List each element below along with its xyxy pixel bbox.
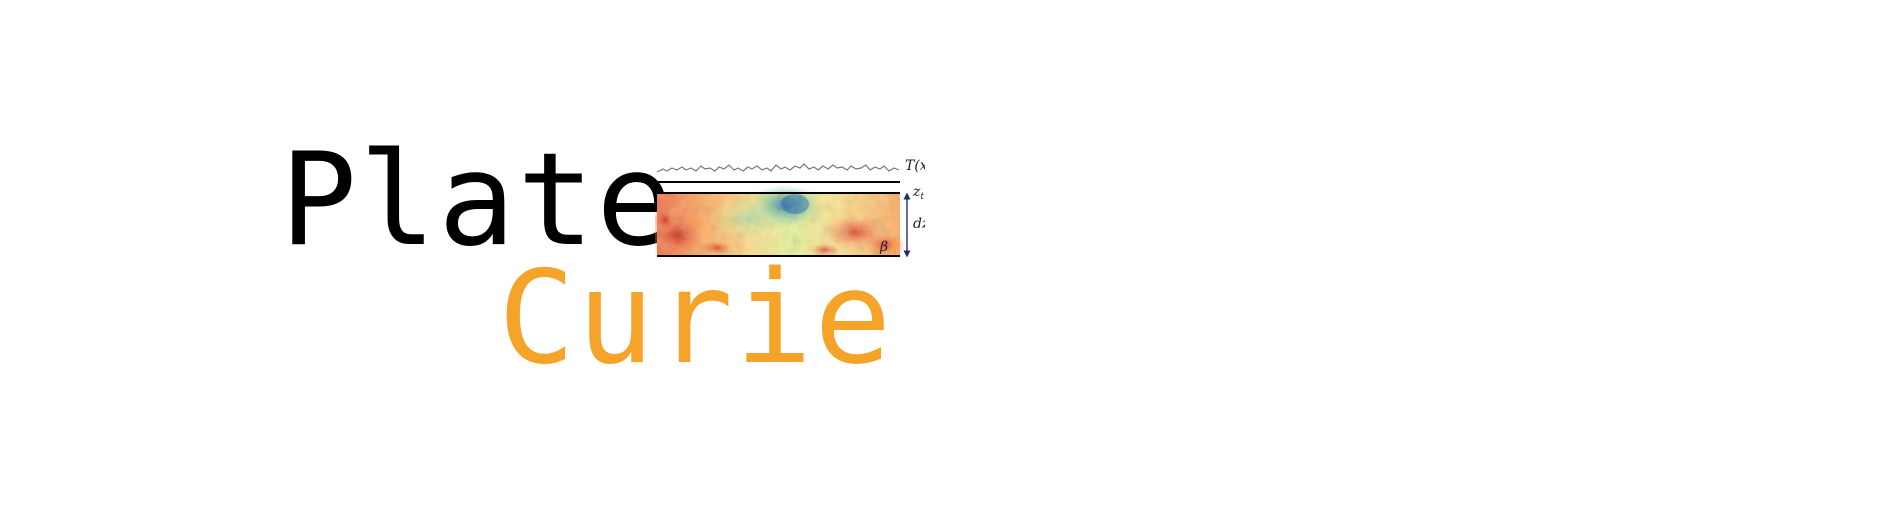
magnetization-field <box>655 184 907 260</box>
topography-profile <box>656 163 900 173</box>
curie-depth-diagram: β T(x) zt dz <box>655 158 925 260</box>
logo-word-plate: Plate <box>280 126 676 275</box>
beta-label: β <box>879 239 888 255</box>
logo-word-curie: Curie <box>498 244 894 393</box>
topography-label: T(x) <box>905 158 925 174</box>
top-depth-label: zt <box>912 184 924 202</box>
thickness-label: dz <box>913 216 925 232</box>
